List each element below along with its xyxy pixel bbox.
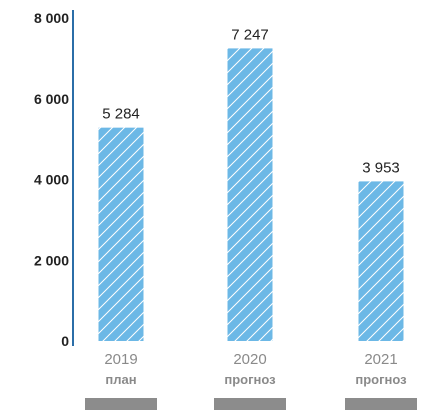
data-label: 5 284 — [102, 106, 140, 123]
bar — [227, 48, 273, 341]
y-tick-label: 0 — [61, 333, 69, 349]
x-tick-label: 2020 — [233, 351, 266, 368]
y-tick-label: 4 000 — [34, 172, 69, 188]
data-label: 7 247 — [231, 26, 269, 43]
x-tick-sublabel: план — [105, 372, 136, 387]
x-tick-label: 2021 — [364, 351, 397, 368]
x-tick-sublabel: прогноз — [355, 372, 407, 387]
x-tick-sublabel: прогноз — [224, 372, 276, 387]
y-tick-label: 8 000 — [34, 10, 69, 26]
data-label: 3 953 — [362, 159, 400, 176]
y-tick-label: 6 000 — [34, 91, 69, 107]
footer-bar — [85, 398, 157, 410]
y-tick-label: 2 000 — [34, 252, 69, 268]
bar — [98, 127, 144, 341]
footer-bar — [345, 398, 417, 410]
bar — [358, 181, 404, 341]
x-tick-label: 2019 — [104, 351, 137, 368]
footer-bar — [214, 398, 286, 410]
